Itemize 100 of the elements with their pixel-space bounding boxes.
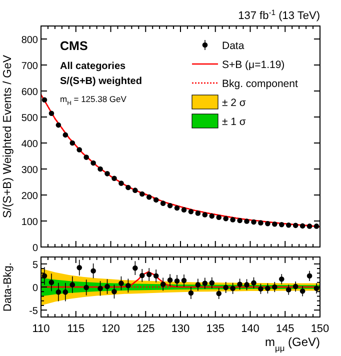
point bbox=[76, 264, 82, 270]
point bbox=[167, 277, 173, 283]
y-tick-label: 0 bbox=[32, 283, 38, 294]
annotation: m$_{H}$ = 125.38 GeV bbox=[60, 94, 127, 107]
y-tick-label: 5 bbox=[32, 260, 38, 271]
y-tick-label: 200 bbox=[21, 191, 38, 202]
point bbox=[209, 213, 215, 219]
point bbox=[251, 280, 256, 286]
point bbox=[104, 171, 110, 176]
x-tick-label: 110 bbox=[32, 323, 50, 335]
x-tick-label: 125 bbox=[136, 323, 155, 335]
point bbox=[216, 214, 222, 220]
point bbox=[306, 273, 312, 279]
point bbox=[153, 273, 159, 279]
point bbox=[126, 282, 131, 288]
x-axis-title: m$_{μμ}$ (GeV) bbox=[265, 335, 320, 353]
point bbox=[153, 197, 159, 203]
point bbox=[195, 210, 201, 216]
point bbox=[286, 222, 292, 228]
point bbox=[76, 147, 82, 152]
point bbox=[56, 289, 62, 295]
point bbox=[272, 284, 278, 290]
legend-label: ± 2 σ bbox=[222, 97, 246, 109]
y-tick-label: 400 bbox=[21, 139, 38, 150]
point bbox=[195, 282, 201, 288]
point bbox=[132, 265, 138, 271]
point bbox=[230, 286, 236, 292]
point bbox=[223, 284, 228, 290]
point bbox=[104, 284, 110, 290]
point bbox=[62, 289, 68, 295]
point bbox=[146, 194, 152, 200]
point bbox=[146, 272, 152, 278]
y-tick-label: 700 bbox=[21, 61, 38, 72]
point bbox=[278, 276, 284, 282]
point bbox=[112, 288, 117, 294]
legend-label: Bkg. component bbox=[222, 78, 298, 90]
point bbox=[306, 224, 312, 229]
point bbox=[139, 191, 145, 197]
point bbox=[70, 140, 76, 146]
point bbox=[48, 280, 54, 286]
point bbox=[42, 273, 48, 279]
point bbox=[292, 222, 298, 228]
point bbox=[98, 286, 103, 292]
y-tick-label: 500 bbox=[21, 113, 38, 124]
annotation: All categories bbox=[60, 61, 126, 72]
point bbox=[84, 154, 89, 160]
point bbox=[62, 132, 68, 138]
point bbox=[181, 207, 187, 212]
point bbox=[286, 287, 292, 292]
point bbox=[272, 221, 278, 227]
legend-label: ± 1 σ bbox=[222, 116, 246, 128]
point bbox=[251, 219, 256, 225]
point bbox=[314, 224, 320, 229]
point bbox=[278, 222, 284, 228]
annotation: CMS bbox=[60, 39, 88, 53]
point bbox=[118, 280, 124, 286]
point bbox=[230, 217, 236, 222]
point bbox=[70, 282, 76, 288]
point bbox=[223, 216, 228, 222]
point bbox=[90, 160, 96, 166]
y-tick-label: 600 bbox=[21, 87, 38, 98]
annotation: S/(S+B) weighted bbox=[60, 76, 142, 87]
point bbox=[112, 176, 117, 181]
point bbox=[56, 122, 62, 128]
point bbox=[258, 286, 264, 292]
x-tick-label: 135 bbox=[206, 323, 225, 335]
legend-label: S+B (μ=1.19) bbox=[222, 59, 285, 71]
point bbox=[90, 268, 96, 274]
point bbox=[139, 272, 145, 278]
y-axis-title: S/(S+B) Weighted Events / GeV bbox=[2, 54, 14, 218]
point bbox=[258, 220, 264, 226]
point bbox=[300, 223, 306, 229]
point bbox=[265, 286, 270, 292]
y-tick-label: 100 bbox=[21, 217, 38, 228]
point bbox=[160, 200, 166, 206]
point bbox=[181, 278, 187, 284]
x-tick-label: 140 bbox=[241, 323, 260, 335]
x-tick-label: 150 bbox=[310, 323, 330, 335]
legend-label: Data bbox=[222, 40, 244, 52]
point bbox=[188, 209, 194, 214]
point bbox=[160, 282, 166, 287]
point bbox=[244, 218, 250, 224]
x-tick-label: 115 bbox=[67, 323, 85, 335]
point bbox=[167, 203, 173, 208]
point bbox=[98, 166, 103, 172]
point bbox=[237, 218, 242, 224]
point bbox=[118, 180, 124, 186]
chart-title: 137 fb$^{-1}$ (13 TeV) bbox=[238, 8, 320, 22]
point bbox=[244, 282, 250, 288]
point bbox=[188, 290, 194, 296]
point bbox=[265, 220, 270, 226]
point bbox=[202, 280, 208, 286]
point bbox=[84, 284, 89, 290]
x-tick-label: 120 bbox=[102, 323, 120, 335]
point bbox=[174, 205, 180, 211]
point bbox=[237, 282, 242, 287]
y-tick-label: 0 bbox=[32, 243, 38, 254]
point bbox=[202, 212, 208, 218]
x-tick-label: 130 bbox=[171, 323, 190, 335]
point bbox=[300, 288, 306, 294]
